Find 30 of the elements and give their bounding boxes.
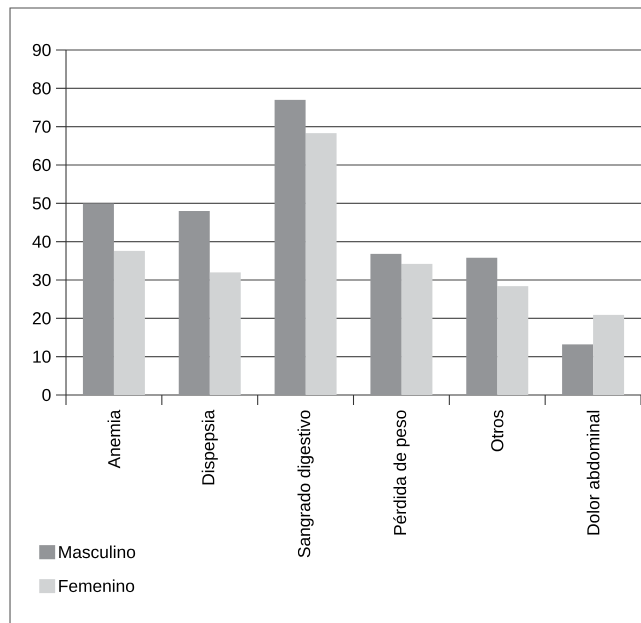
x-tick-label: Sangrado digestivo bbox=[298, 410, 314, 558]
bar bbox=[401, 264, 432, 395]
y-tick-label: 60 bbox=[32, 158, 51, 172]
legend-label: Masculino bbox=[59, 545, 136, 558]
bar bbox=[306, 133, 337, 395]
y-tick-label: 30 bbox=[32, 274, 51, 286]
y-tick-label: 10 bbox=[33, 350, 51, 363]
x-tick-label: Anemia bbox=[108, 410, 120, 468]
y-tick-label: 40 bbox=[32, 236, 51, 248]
bar bbox=[178, 210, 210, 395]
bar bbox=[370, 254, 402, 395]
x-tick-label: Otros bbox=[491, 410, 504, 452]
y-tick-label: 0 bbox=[42, 388, 51, 402]
bar bbox=[114, 250, 145, 395]
x-tick-label: Dolor abdominal bbox=[586, 410, 600, 534]
bar bbox=[497, 286, 528, 395]
bar bbox=[593, 314, 624, 395]
bar bbox=[82, 203, 114, 395]
x-tick-label: Pérdida de peso bbox=[393, 410, 410, 535]
bar bbox=[466, 258, 498, 395]
bar bbox=[274, 100, 306, 395]
bar bbox=[562, 344, 594, 395]
x-tick-label: Dispepsia bbox=[202, 410, 218, 484]
y-tick-label: 80 bbox=[32, 82, 51, 94]
y-tick-label: 70 bbox=[32, 120, 51, 133]
legend-label: Femenino bbox=[59, 579, 134, 592]
y-tick-label: 20 bbox=[32, 312, 51, 324]
bar bbox=[210, 272, 241, 395]
y-tick-label: 50 bbox=[32, 197, 51, 210]
y-tick-label: 90 bbox=[32, 44, 51, 56]
